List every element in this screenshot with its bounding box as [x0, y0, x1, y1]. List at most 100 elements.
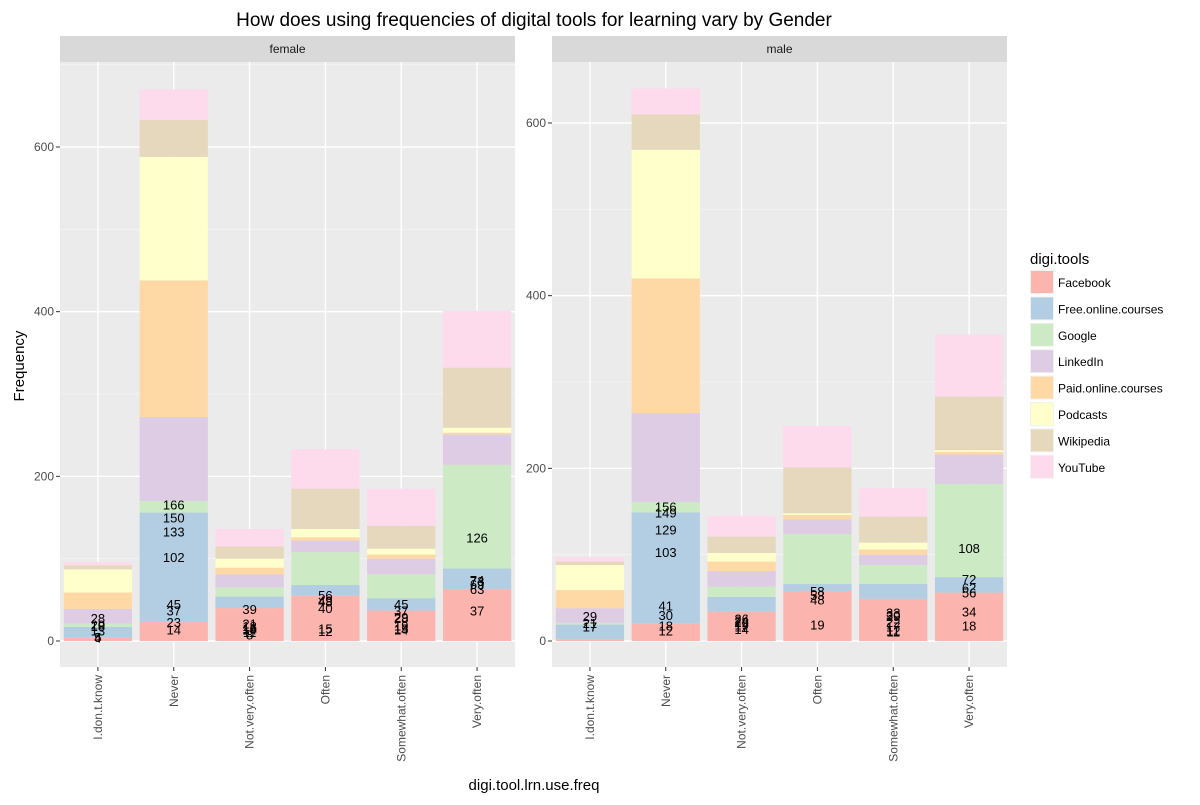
data-label: 37 [167, 604, 181, 619]
bar-segment [859, 542, 928, 550]
bar-segment [442, 568, 512, 590]
bar-segment [707, 596, 776, 612]
bar-segment [631, 88, 700, 115]
legend-item: Facebook [1030, 270, 1112, 294]
bar-segment [934, 451, 1004, 455]
bar-segment [631, 512, 700, 624]
data-label: 129 [655, 523, 677, 538]
y-tick-label: 600 [526, 116, 546, 130]
legend-item: Free.online.courses [1030, 296, 1163, 321]
facet-panel-female: female0200400600282018135444I.don.t.know… [34, 36, 515, 762]
x-tick-label: Never [167, 675, 181, 707]
data-label: 14 [242, 622, 256, 637]
bar-segment [934, 396, 1004, 451]
bar-segment [707, 536, 776, 553]
bar-segment [139, 417, 208, 502]
bar-segment [707, 586, 776, 597]
data-label: 11 [887, 625, 901, 640]
bar-segment [934, 483, 1004, 578]
legend-label: LinkedIn [1058, 355, 1103, 369]
y-tick-label: 400 [526, 289, 546, 303]
data-label: 14 [167, 622, 181, 637]
x-tick-label: Very.often [962, 675, 976, 728]
bar-segment [291, 449, 360, 489]
bar-segment [859, 565, 928, 585]
bar-segment [859, 598, 928, 641]
data-label: 48 [318, 594, 332, 609]
x-tick-label: Never [659, 675, 673, 707]
data-label: 18 [962, 618, 976, 633]
bar-segment [859, 554, 928, 566]
data-label: 29 [886, 609, 900, 624]
legend-label: YouTube [1058, 461, 1105, 475]
bar-segment [783, 514, 852, 520]
legend-title: digi.tools [1030, 251, 1089, 268]
bar-segment [367, 610, 436, 641]
data-label: 11 [243, 625, 257, 640]
legend-item: Google [1030, 322, 1097, 347]
facets-layer: female0200400600282018135444I.don.t.know… [34, 36, 1007, 762]
bar-segment [291, 552, 360, 586]
bar-segment [139, 156, 208, 281]
bar-segment [291, 537, 360, 541]
bar-segment [291, 529, 360, 538]
data-label: 29 [583, 609, 597, 624]
legend-label: Facebook [1058, 276, 1112, 290]
bar-segment [367, 554, 436, 559]
bar-segment [783, 467, 852, 514]
data-label: 62 [962, 580, 976, 595]
y-tick-label: 400 [34, 305, 54, 319]
x-tick-label: Often [318, 675, 332, 704]
facet-strip-label: male [766, 42, 792, 56]
bar-segment [555, 608, 625, 623]
data-label: 12 [886, 624, 900, 639]
facet-strip [552, 36, 1007, 62]
data-label: 16 [242, 621, 256, 636]
x-axis-title: digi.tool.lrn.use.freq [469, 777, 600, 794]
data-label: 26 [734, 612, 748, 627]
data-label: 41 [659, 599, 673, 614]
bar-segment [367, 488, 436, 526]
data-label: 12 [659, 624, 673, 639]
bar-segment [63, 569, 133, 593]
bar-segment [63, 627, 133, 638]
bar-segment [215, 587, 284, 597]
data-label: 18 [659, 618, 673, 633]
data-label: 73 [470, 574, 484, 589]
data-label: 30 [886, 608, 900, 623]
bar-segment [555, 565, 625, 591]
bar-segment [783, 584, 852, 591]
facet-strip [60, 36, 515, 62]
legend-label: Google [1058, 329, 1097, 343]
data-label: 103 [655, 545, 677, 560]
bar-segment [783, 519, 852, 534]
bar-segment [367, 598, 436, 611]
data-label: 39 [242, 602, 256, 617]
data-label: 166 [163, 497, 185, 512]
data-label: 18 [91, 619, 105, 634]
bar-segment [555, 639, 625, 641]
data-label: 23 [167, 615, 181, 630]
facet-panel-male: male020040060029211717I.don.t.know156149… [526, 36, 1007, 762]
data-label: 4 [94, 631, 101, 646]
data-label: 5 [94, 630, 101, 645]
bar-segment [555, 561, 625, 566]
y-tick-label: 200 [526, 461, 546, 475]
data-label: 150 [163, 511, 185, 526]
bar-segment [707, 515, 776, 537]
panel-background [60, 62, 515, 667]
bar-segment [215, 574, 284, 588]
bar-segment [367, 558, 436, 575]
data-label: 24 [734, 613, 748, 628]
data-label: 14 [394, 622, 408, 637]
bar-segment [631, 623, 700, 641]
data-label: 74 [470, 573, 484, 588]
data-label: 156 [655, 499, 677, 514]
data-label: 20 [91, 618, 105, 633]
x-tick-label: Very.often [470, 675, 484, 728]
bar-segment [367, 548, 436, 555]
bar-segment [63, 565, 133, 570]
legend-swatch [1031, 403, 1053, 425]
